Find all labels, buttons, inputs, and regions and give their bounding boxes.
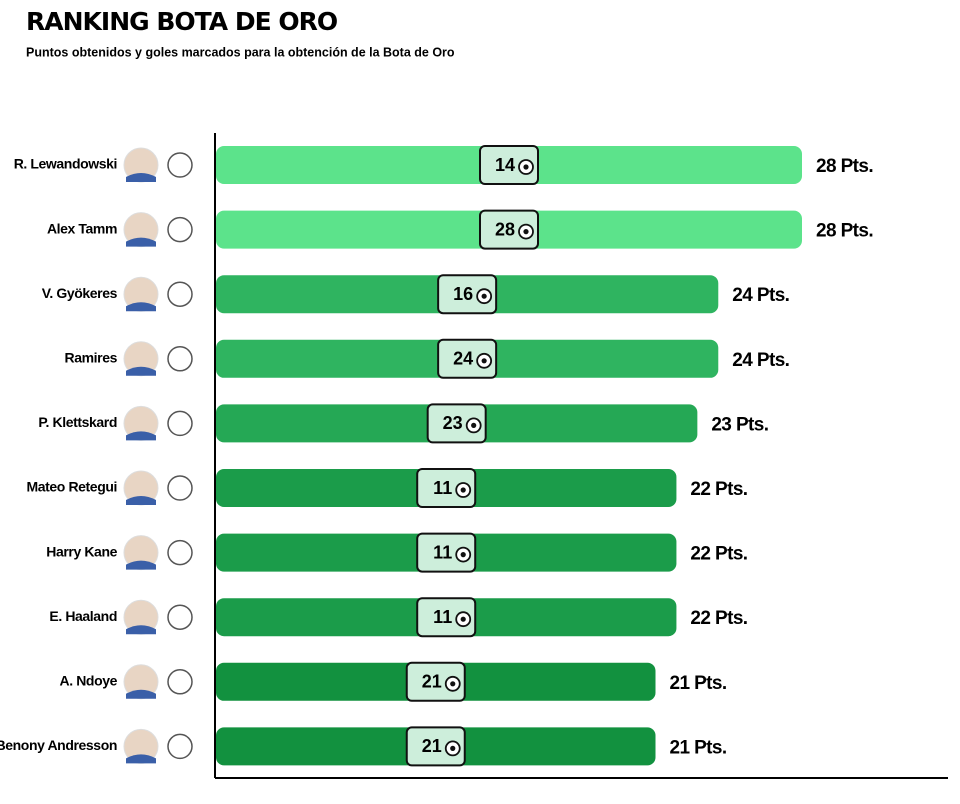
club-logo	[167, 281, 193, 307]
player-name: P. Klettskard	[38, 414, 117, 430]
value-label: 24 Pts.	[732, 285, 789, 306]
club-logo	[167, 475, 193, 501]
player-name: E. Haaland	[49, 608, 117, 624]
player-shirt	[126, 689, 156, 699]
club-logo	[167, 346, 193, 372]
ball-patch	[481, 358, 487, 364]
goals-badge	[426, 403, 487, 444]
value-label: 24 Pts.	[732, 350, 789, 371]
player-name: Ramires	[65, 350, 118, 366]
player-shirt	[126, 366, 156, 376]
chart-subtitle: Puntos obtenidos y goles marcados para l…	[26, 45, 455, 59]
ball-patch	[450, 681, 456, 687]
player-name: Mateo Retegui	[27, 479, 117, 495]
player-shirt	[126, 302, 156, 312]
player-shirt	[126, 237, 156, 247]
goals-label: 23	[443, 413, 463, 433]
goals-badge	[416, 468, 477, 508]
goals-label: 11	[433, 478, 452, 498]
value-label: 22 Pts.	[690, 608, 747, 629]
player-shirt	[126, 173, 156, 182]
ball-patch	[460, 487, 466, 493]
player-shirt	[126, 754, 156, 764]
goals-label: 16	[453, 284, 473, 304]
goals-badge	[437, 338, 498, 379]
value-label: 28 Pts.	[816, 221, 873, 242]
ball-patch	[460, 552, 466, 558]
goals-badge	[405, 661, 466, 702]
goals-badge	[416, 532, 477, 573]
player-shirt	[126, 625, 156, 635]
ball-patch	[523, 164, 529, 170]
club-logo	[167, 152, 193, 178]
goals-label: 21	[422, 672, 442, 692]
value-label: 22 Pts.	[690, 479, 747, 500]
ball-patch	[450, 745, 456, 752]
goals-label: 28	[495, 219, 515, 239]
value-label: 28 Pts.	[816, 156, 873, 177]
goals-label: 11	[433, 542, 452, 562]
value-label: 22 Pts.	[690, 544, 747, 565]
club-logo	[167, 216, 193, 243]
value-label: 23 Pts.	[711, 414, 768, 435]
ball-patch	[460, 616, 466, 622]
player-name: Alex Tamm	[47, 220, 117, 236]
player-name: A. Ndoye	[60, 673, 118, 689]
chart-title: RANKING BOTA DE ORO	[26, 7, 337, 36]
goals-badge	[416, 597, 477, 638]
player-shirt	[126, 431, 156, 441]
value-label: 21 Pts.	[670, 737, 727, 758]
player-name: Harry Kane	[46, 543, 117, 559]
player-shirt	[126, 496, 156, 505]
club-logo	[167, 539, 193, 566]
club-logo	[167, 669, 193, 695]
goals-label: 21	[422, 736, 442, 756]
ball-patch	[481, 293, 487, 299]
player-name: Benony Andresson	[0, 737, 117, 753]
value-label: 21 Pts.	[670, 673, 727, 694]
goals-badge	[437, 274, 498, 315]
club-logo	[167, 733, 193, 760]
club-logo	[167, 410, 193, 437]
player-shirt	[126, 560, 156, 570]
club-logo	[167, 604, 193, 630]
goals-label: 14	[495, 155, 515, 175]
goals-badge	[479, 209, 539, 250]
goals-label: 24	[453, 349, 473, 369]
goals-badge	[405, 726, 466, 767]
goals-badge	[479, 145, 539, 185]
player-name: R. Lewandowski	[14, 156, 117, 172]
ball-patch	[523, 229, 529, 235]
ball-patch	[471, 422, 477, 428]
player-name: V. Gyökeres	[42, 285, 118, 301]
goals-label: 11	[433, 607, 452, 627]
